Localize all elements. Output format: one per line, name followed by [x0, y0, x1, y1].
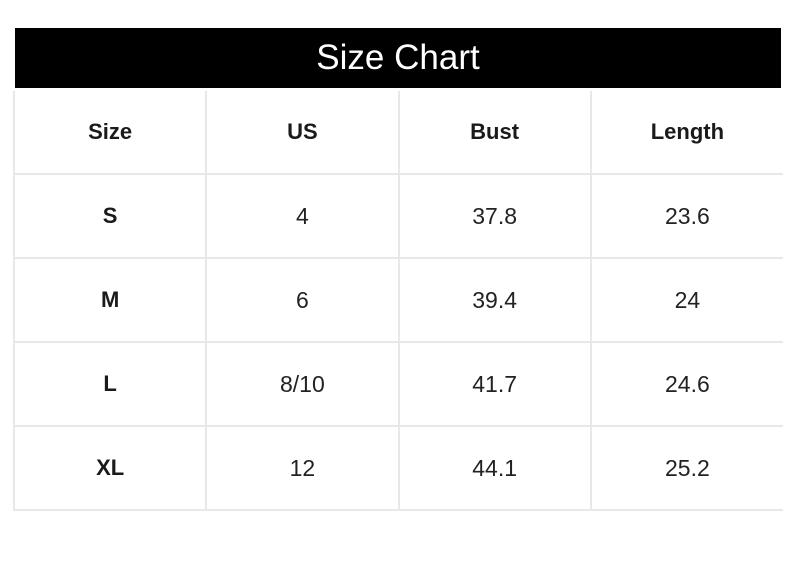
us-cell: 4	[205, 173, 400, 259]
header-bust: Bust	[397, 91, 592, 175]
size-cell: L	[12, 341, 208, 427]
header-length: Length	[589, 91, 783, 175]
table-row: M 6 39.4 24	[12, 257, 783, 343]
table-row: XL 12 44.1 25.2	[12, 425, 783, 511]
us-cell: 8/10	[205, 341, 400, 427]
us-cell: 6	[205, 257, 400, 343]
size-cell: M	[12, 257, 208, 343]
length-cell: 24	[589, 257, 783, 343]
us-cell: 12	[205, 425, 400, 511]
length-cell: 25.2	[589, 425, 783, 511]
bust-cell: 37.8	[397, 173, 592, 259]
bust-cell: 39.4	[397, 257, 592, 343]
table-row: S 4 37.8 23.6	[12, 173, 783, 259]
bust-cell: 44.1	[397, 425, 592, 511]
bust-cell: 41.7	[397, 341, 592, 427]
size-cell: S	[12, 173, 208, 259]
header-size: Size	[12, 91, 208, 175]
size-cell: XL	[12, 425, 208, 511]
table-row: L 8/10 41.7 24.6	[12, 341, 783, 427]
size-table: Size US Bust Length S 4 37.8 23.6 M 6 39…	[12, 91, 783, 511]
length-cell: 24.6	[589, 341, 783, 427]
header-us: US	[205, 91, 400, 175]
header-row: Size US Bust Length	[12, 91, 783, 175]
length-cell: 23.6	[589, 173, 783, 259]
size-chart-title: Size Chart	[15, 28, 781, 88]
